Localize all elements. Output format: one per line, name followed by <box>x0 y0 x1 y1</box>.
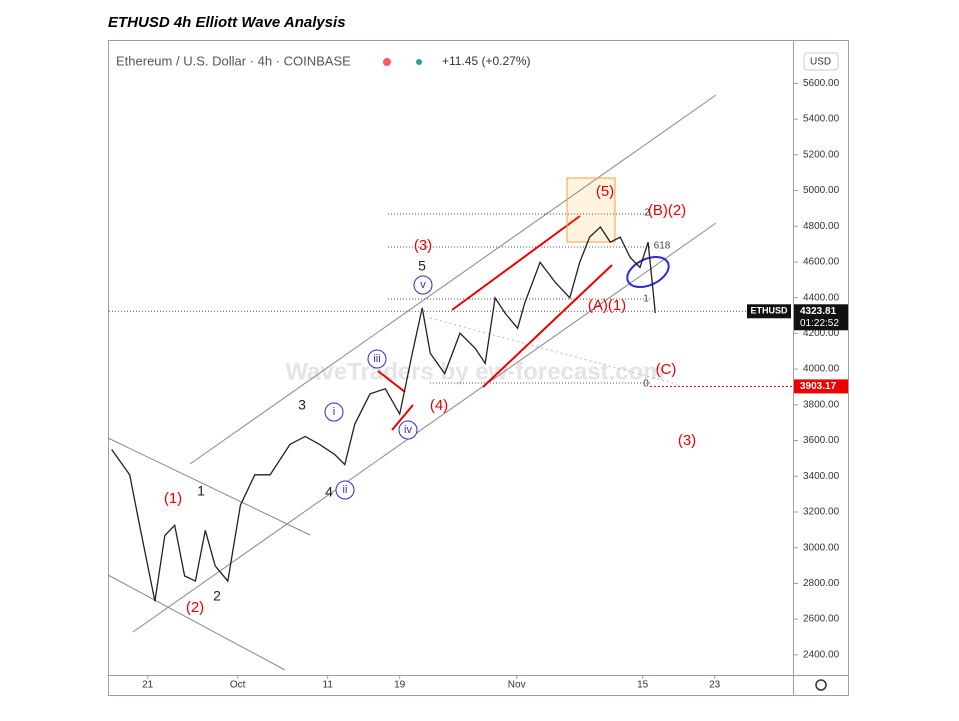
y-tick-label: 5200.00 <box>803 149 840 160</box>
symbol-tag <box>747 304 791 319</box>
x-tick-label: Oct <box>230 680 246 691</box>
x-tick-label: 21 <box>142 680 154 691</box>
y-tick-label: 2800.00 <box>803 578 840 589</box>
wave-label: (3) <box>414 237 432 254</box>
status-dot <box>416 59 422 65</box>
wave-circle <box>324 402 344 422</box>
y-tick-label: 4000.00 <box>803 364 840 375</box>
y-tick-label: 3800.00 <box>803 399 840 410</box>
last-price: 4323.81 <box>800 306 837 317</box>
price-tag <box>794 304 848 331</box>
wave-label: 1 <box>197 483 205 499</box>
x-tick-label: 11 <box>323 680 334 691</box>
x-tick-label: Nov <box>508 680 526 691</box>
annotation-line <box>451 215 581 311</box>
wave-circle <box>413 275 433 295</box>
wave-label: 5 <box>418 258 426 274</box>
wave-label: 4 <box>325 484 333 500</box>
annotation-line <box>107 574 286 671</box>
wave-label: i <box>333 406 335 418</box>
x-tick-label: 23 <box>709 680 721 691</box>
y-tick-label: 2400.00 <box>803 649 840 660</box>
y-tick-label: 5400.00 <box>803 114 840 125</box>
y-tick-label: 3400.00 <box>803 471 840 482</box>
change: +11.45 (+0.27%) <box>442 54 531 68</box>
y-tick-label: 3200.00 <box>803 507 840 518</box>
wave-circle <box>367 349 387 369</box>
wave-label: (2) <box>186 599 204 616</box>
countdown: 01:22:52 <box>800 318 839 329</box>
wave-label: 3 <box>298 397 306 413</box>
y-tick-label: 4800.00 <box>803 221 840 232</box>
level-price: 3903.17 <box>800 381 837 392</box>
price-line <box>111 225 656 602</box>
wave-circle <box>398 420 418 440</box>
y-tick-label: 4200.00 <box>803 328 840 339</box>
y-tick-label: 3600.00 <box>803 435 840 446</box>
wave-label: (4) <box>430 397 448 414</box>
highlight-box <box>566 177 616 243</box>
chart-header: Ethereum / U.S. Dollar · 4h · COINBASE <box>116 53 351 68</box>
currency-button[interactable] <box>803 52 839 71</box>
fib-label: 2 <box>644 208 650 219</box>
wave-circle <box>335 480 355 500</box>
y-tick-label: 2600.00 <box>803 614 840 625</box>
fib-label: 0 <box>643 379 649 390</box>
x-tick-label: 15 <box>637 680 649 691</box>
annotation-line <box>482 264 613 388</box>
y-tick-label: 3000.00 <box>803 542 840 553</box>
annotation-line <box>429 317 681 386</box>
annotation-line <box>377 370 406 393</box>
wave-label: iv <box>404 424 412 436</box>
x-tick-label: 19 <box>394 680 406 691</box>
wave-label: (1) <box>164 490 182 507</box>
symbol: ETHUSD <box>750 306 788 316</box>
y-tick-label: 5600.00 <box>803 78 840 89</box>
wave-label: ii <box>343 484 348 496</box>
wave-label: v <box>420 279 426 291</box>
currency[interactable]: USD <box>810 57 831 68</box>
fib-label: 1 <box>643 294 649 305</box>
watermark: WaveTraders by ew-forecast.com <box>285 358 664 385</box>
settings-icon[interactable] <box>815 679 827 691</box>
wave-label: (C) <box>656 361 677 378</box>
annotation-line <box>189 94 717 465</box>
wave-label: (A)(1) <box>588 297 626 314</box>
y-tick-label: 4600.00 <box>803 257 840 268</box>
fib-label: 618 <box>654 241 671 252</box>
annotation-line <box>391 404 414 431</box>
wave-label: (B)(2) <box>648 202 686 219</box>
wave-label: (5) <box>596 183 614 200</box>
y-tick-label: 4400.00 <box>803 292 840 303</box>
wave-label: iii <box>373 353 380 365</box>
level-tag <box>794 379 848 394</box>
page-title: ETHUSD 4h Elliott Wave Analysis <box>108 14 346 31</box>
wave-label: 2 <box>213 588 221 604</box>
wave-label: (3) <box>678 432 696 449</box>
chart-frame <box>108 40 849 696</box>
status-dot <box>383 58 391 66</box>
y-tick-label: 5000.00 <box>803 185 840 196</box>
annotation-line <box>107 437 311 536</box>
